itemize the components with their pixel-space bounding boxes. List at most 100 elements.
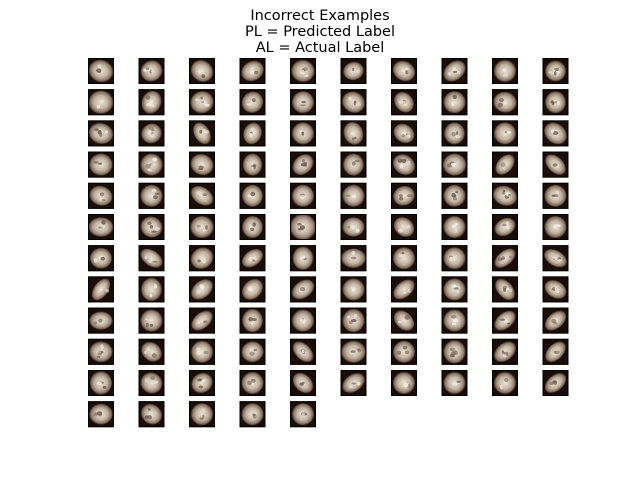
nucleus-texture	[506, 221, 509, 226]
tile-border	[340, 182, 367, 209]
image-tile	[542, 214, 569, 240]
image-tile	[189, 307, 215, 334]
nucleus-texture	[508, 193, 511, 197]
nucleus-texture	[252, 98, 256, 103]
cell-nucleus	[494, 310, 516, 331]
image-tile	[290, 89, 316, 116]
image-tile	[542, 58, 569, 84]
image-tile	[492, 245, 518, 272]
nucleus-texture	[399, 163, 404, 169]
nucleus-texture	[152, 260, 158, 263]
tile-border	[340, 276, 367, 303]
image-tile	[88, 338, 114, 365]
image-tile	[492, 276, 518, 303]
nucleus-texture	[451, 224, 457, 228]
nucleus-texture	[153, 380, 158, 384]
nucleus-texture	[201, 74, 206, 79]
nucleus-texture	[501, 256, 506, 260]
image-tile	[239, 182, 266, 209]
nucleus-texture	[505, 130, 512, 134]
tile-border	[290, 245, 316, 272]
nucleus-texture	[148, 126, 154, 130]
tile-border	[492, 307, 518, 334]
nucleus-texture	[251, 196, 256, 199]
nucleus-texture	[548, 71, 552, 74]
nucleus-texture	[101, 220, 106, 225]
cell-nucleus	[392, 60, 416, 82]
nucleus-texture	[498, 98, 504, 103]
nucleus-texture	[405, 70, 409, 75]
tile-border	[189, 214, 215, 240]
image-tile	[239, 338, 266, 365]
tile-border	[138, 338, 165, 365]
tile-border	[290, 338, 316, 365]
nucleus-texture	[153, 285, 158, 289]
tile-border	[239, 89, 266, 116]
nucleus-texture	[101, 99, 105, 103]
cell-nucleus	[190, 247, 214, 270]
nucleus-texture	[150, 104, 155, 108]
nucleus-texture	[447, 72, 452, 76]
nucleus-texture	[194, 98, 199, 101]
tile-border	[290, 89, 316, 116]
cell-nucleus	[242, 308, 263, 333]
nucleus-texture	[196, 191, 202, 195]
nucleus-texture	[551, 71, 555, 74]
nucleus-texture	[145, 95, 151, 100]
nucleus-texture	[397, 158, 403, 163]
nucleus-texture	[398, 101, 402, 104]
nucleus-texture	[502, 68, 506, 72]
tile-border	[88, 182, 114, 209]
image-tile	[542, 338, 569, 365]
nucleus-texture	[248, 257, 253, 262]
tile-border	[138, 370, 165, 396]
nucleus-texture	[403, 291, 407, 295]
nucleus-texture	[252, 163, 257, 168]
nucleus-texture	[397, 228, 404, 233]
image-tile	[542, 151, 569, 178]
image-tile	[88, 182, 114, 209]
nucleus-texture	[250, 378, 256, 383]
nucleus-texture	[252, 414, 257, 419]
image-tile	[189, 338, 215, 365]
nucleus-texture	[151, 129, 155, 132]
tile-border	[239, 245, 266, 272]
nucleus-texture	[404, 67, 409, 71]
nucleus-texture	[554, 350, 560, 355]
cell-nucleus	[392, 247, 416, 270]
image-tile	[290, 120, 316, 147]
nucleus-texture	[397, 320, 402, 324]
image-tile	[189, 89, 215, 116]
tile-border	[290, 58, 316, 84]
nucleus-texture	[301, 349, 305, 354]
nucleus-texture	[449, 347, 455, 352]
nucleus-texture	[449, 256, 453, 262]
nucleus-texture	[553, 71, 557, 76]
image-tile	[391, 276, 417, 303]
image-tile	[441, 370, 468, 396]
nucleus-texture	[251, 318, 257, 321]
tile-border	[492, 120, 518, 147]
tile-border	[138, 307, 165, 334]
nucleus-texture	[200, 96, 204, 100]
cell-nucleus	[392, 340, 416, 363]
nucleus-texture	[554, 100, 558, 104]
nucleus-texture	[456, 380, 461, 384]
nucleus-texture	[456, 289, 460, 294]
nucleus-texture	[151, 230, 157, 233]
tile-border	[492, 276, 518, 303]
image-tile	[391, 58, 417, 84]
cell-nucleus	[190, 215, 214, 239]
image-tile	[239, 276, 266, 303]
cell-nucleus	[190, 153, 214, 176]
image-tile	[542, 120, 569, 147]
nucleus-texture	[554, 194, 559, 198]
image-tile	[340, 89, 367, 116]
tile-border	[290, 120, 316, 147]
image-tile	[88, 89, 114, 116]
nucleus-texture	[249, 348, 255, 352]
chart-title-line-2: PL = Predicted Label	[245, 24, 395, 40]
nucleus-texture	[197, 69, 202, 75]
tile-border	[88, 276, 114, 303]
nucleus-texture	[250, 66, 255, 70]
